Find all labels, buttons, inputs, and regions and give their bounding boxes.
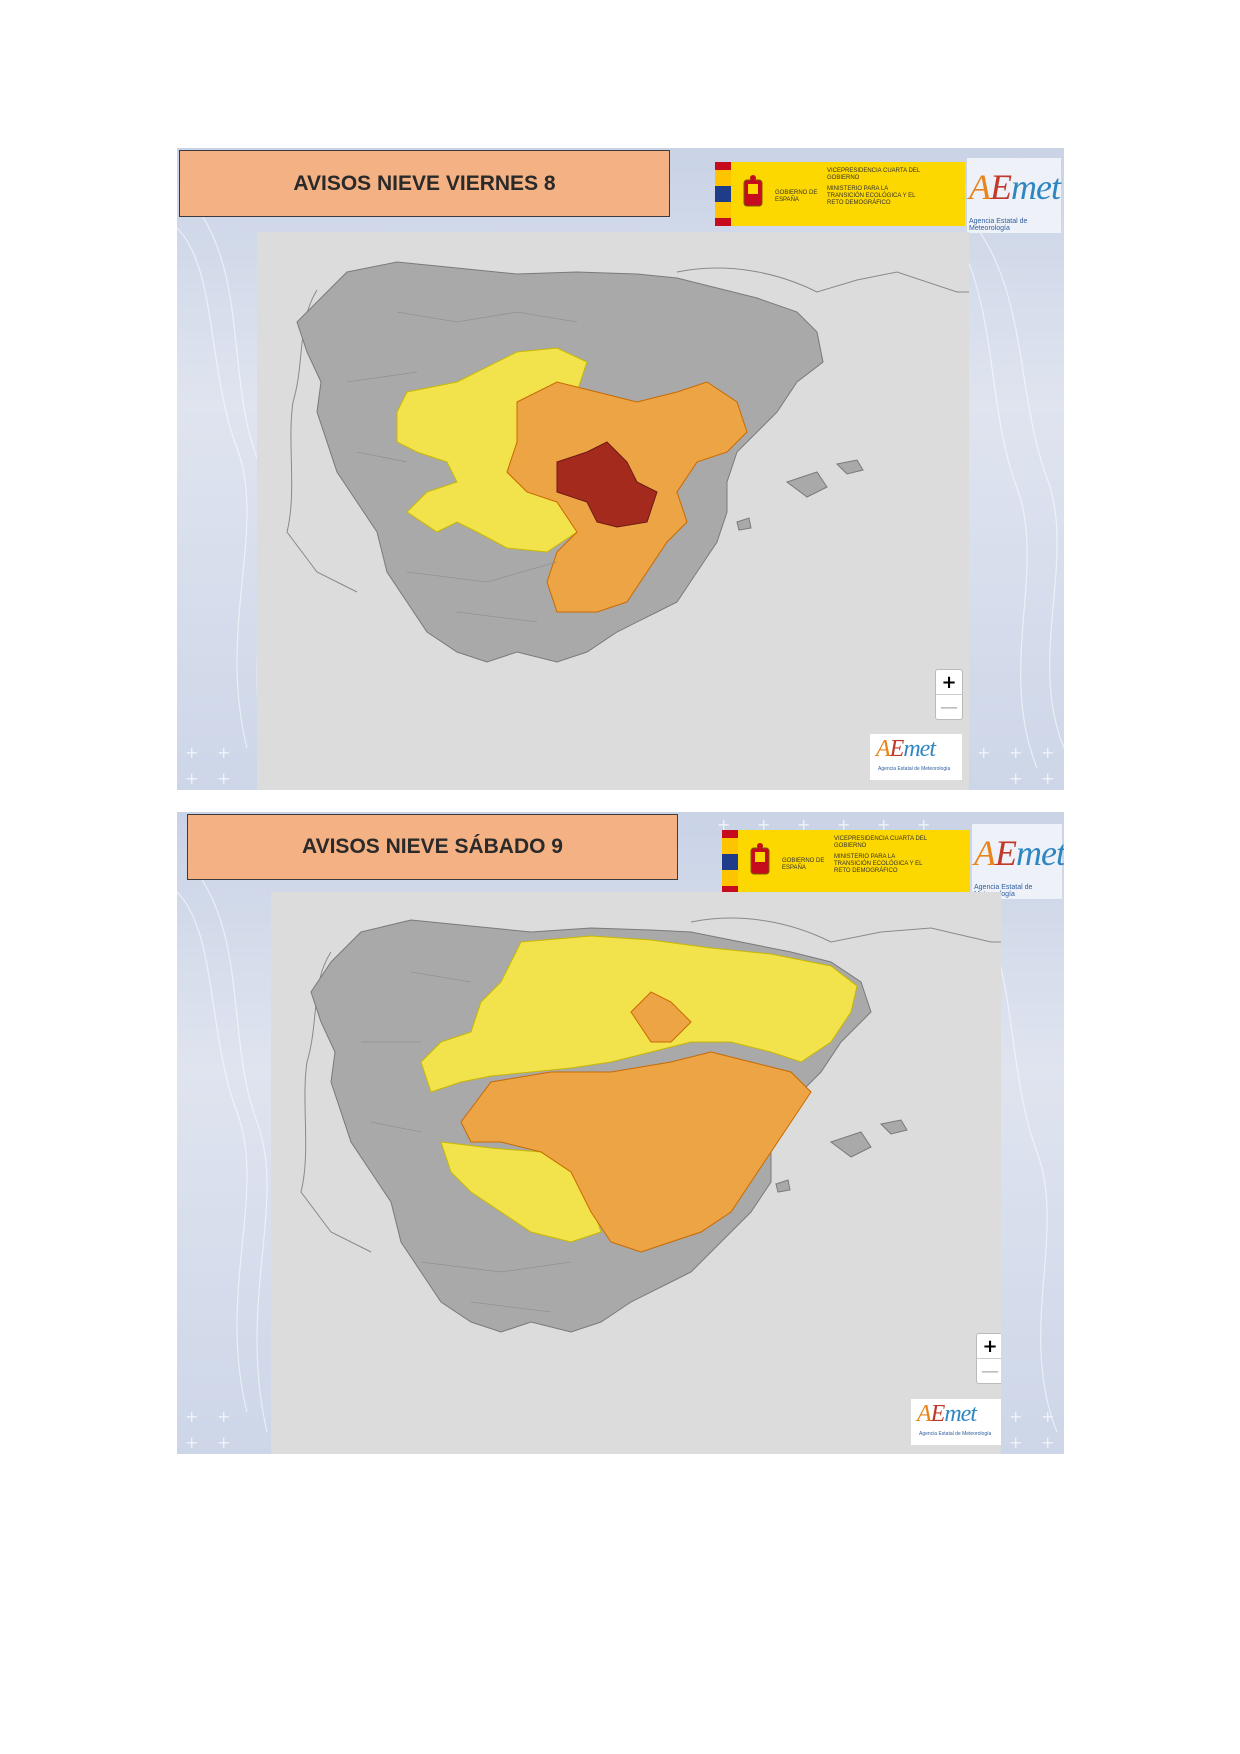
svg-text:+: + [185, 1407, 198, 1426]
government-logo: GOBIERNO DE ESPAÑA VICEPRESIDENCIA CUART… [715, 162, 965, 226]
spain-map [300, 917, 1001, 1333]
svg-text:+: + [1041, 1407, 1054, 1426]
aemet-logo: AEmet Agencia Estatal de Meteorología [972, 824, 1064, 899]
svg-text:+: + [1041, 1433, 1054, 1452]
ministerio-label: MINISTERIO PARA LA TRANSICIÓN ECOLÓGICA … [834, 854, 923, 874]
zoom-control[interactable]: + — [976, 1333, 1001, 1384]
svg-text:+: + [185, 1433, 198, 1452]
orange-warning-area [460, 991, 812, 1253]
ministerio-label: MINISTERIO PARA LA TRANSICIÓN ECOLÓGICA … [827, 186, 916, 206]
svg-text:+: + [837, 815, 850, 834]
warning-map[interactable]: + — AEmet Agencia Estatal de Meteorologí… [271, 892, 1001, 1454]
aemet-logo-subtitle: Agencia Estatal de Meteorología [969, 218, 1028, 232]
svg-text:+: + [185, 743, 198, 762]
svg-text:+: + [185, 769, 198, 788]
svg-text:+: + [717, 815, 730, 834]
svg-text:+: + [217, 743, 230, 762]
page-title: AVISOS NIEVE VIERNES 8 [179, 150, 670, 217]
zoom-out-button[interactable]: — [940, 696, 958, 718]
map-panel-friday: + + + + + + + + + AVISOS NIEVE VIERNES 8 GOBIER… [177, 148, 1064, 790]
coat-of-arms-icon [731, 162, 775, 226]
aemet-map-logo-subtitle: Agencia Estatal de Meteorología [919, 1431, 992, 1437]
vicepresidencia-label: VICEPRESIDENCIA CUARTA DEL GOBIERNO [827, 168, 920, 181]
svg-text:+: + [797, 815, 810, 834]
warning-map[interactable]: + — AEmet Agencia Estatal de Meteorologí… [257, 232, 969, 790]
zoom-control[interactable]: + — [935, 669, 963, 720]
spain-flag-icon [722, 830, 738, 894]
svg-text:+: + [1041, 743, 1054, 762]
svg-text:+: + [217, 1433, 230, 1452]
zoom-out-button[interactable]: — [981, 1360, 999, 1382]
page-title: AVISOS NIEVE SÁBADO 9 [187, 814, 678, 880]
map-panel-saturday: + + + + + + + + + + + + + + AVISOS NIEVE SÁBADO 9 G… [177, 812, 1064, 1454]
yellow-warning-area [420, 935, 858, 1243]
background-pattern: + + + + + + + + + [177, 207, 1064, 788]
aemet-map-logo: AEmet Agencia Estatal de Meteorología [870, 734, 962, 780]
svg-text:+: + [217, 1407, 230, 1426]
red-warning-area [556, 441, 658, 528]
spain-map [286, 261, 969, 663]
background-pattern: + + + + + + + + + + + + + + [177, 815, 1058, 1452]
svg-text:+: + [877, 815, 890, 834]
svg-text:+: + [757, 815, 770, 834]
aemet-logo: AEmet Agencia Estatal de Meteorología [967, 158, 1061, 233]
svg-text:+: + [1009, 743, 1022, 762]
svg-text:+: + [977, 743, 990, 762]
svg-text:+: + [1009, 1433, 1022, 1452]
coat-of-arms-icon [738, 830, 782, 894]
government-logo: GOBIERNO DE ESPAÑA VICEPRESIDENCIA CUART… [722, 830, 970, 894]
spain-flag-icon [715, 162, 731, 226]
svg-text:+: + [917, 815, 930, 834]
gobierno-label: GOBIERNO DE ESPAÑA [775, 190, 818, 203]
zoom-in-button[interactable]: + [936, 670, 962, 695]
svg-text:+: + [217, 769, 230, 788]
aemet-map-logo: AEmet Agencia Estatal de Meteorología [911, 1399, 1001, 1445]
aemet-map-logo-subtitle: Agencia Estatal de Meteorología [878, 766, 951, 772]
svg-text:+: + [1009, 1407, 1022, 1426]
balearic-islands [736, 459, 864, 531]
vicepresidencia-label: VICEPRESIDENCIA CUARTA DEL GOBIERNO [834, 836, 927, 849]
balearic-islands [775, 1119, 908, 1193]
zoom-in-button[interactable]: + [977, 1334, 1001, 1359]
svg-text:+: + [1009, 769, 1022, 788]
svg-text:+: + [1041, 769, 1054, 788]
gobierno-label: GOBIERNO DE ESPAÑA [782, 858, 825, 871]
